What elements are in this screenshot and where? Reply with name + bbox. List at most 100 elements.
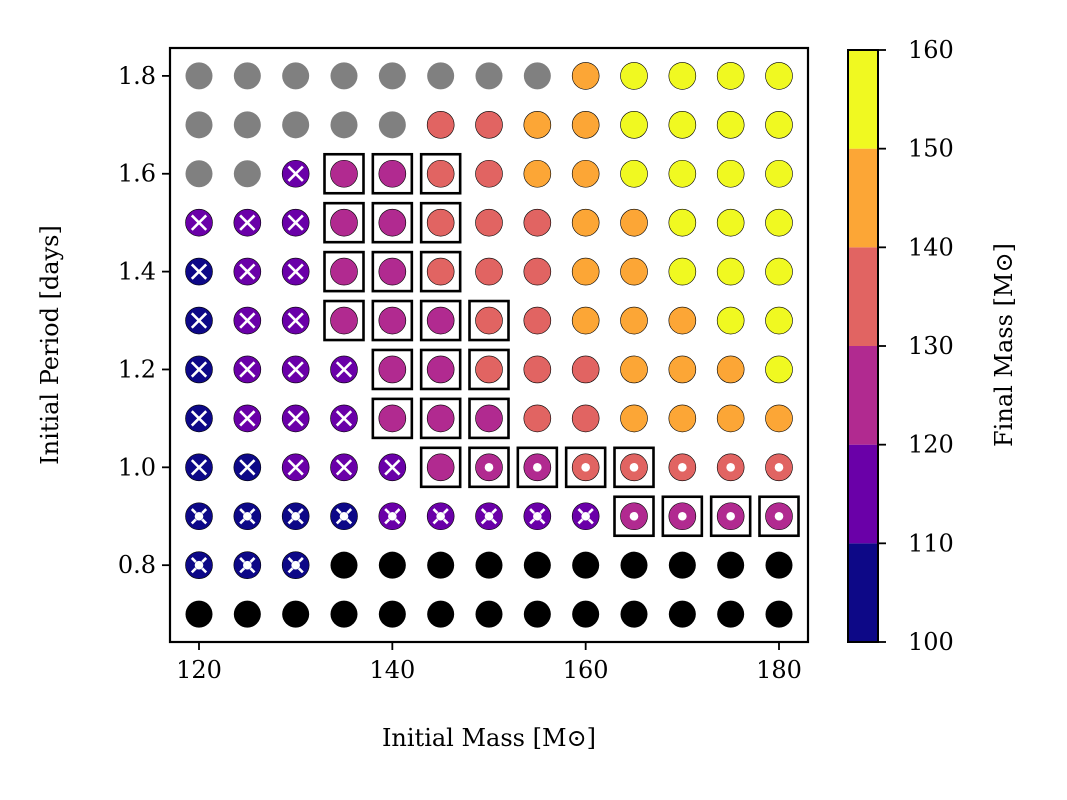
- data-point: [475, 62, 503, 90]
- marker-black: [668, 600, 696, 628]
- marker-circle: [668, 404, 697, 433]
- box-outline: [323, 152, 365, 195]
- data-point: [717, 600, 745, 628]
- axes-frame: [168, 46, 810, 644]
- marker-black: [668, 551, 696, 579]
- dot-mark: [726, 463, 735, 472]
- data-point: [371, 299, 414, 342]
- dot-mark: [484, 511, 494, 521]
- cross-mark: [239, 459, 256, 476]
- data-point: [468, 299, 510, 342]
- data-point: [716, 208, 745, 237]
- marker-black: [572, 600, 600, 628]
- data-point: [668, 111, 697, 139]
- data-point: [571, 111, 600, 139]
- colorbar-tick-label: 130: [908, 332, 954, 360]
- dot-mark: [291, 511, 300, 521]
- cross-mark: [190, 410, 208, 427]
- marker-gray: [523, 62, 551, 90]
- marker-circle: [765, 62, 793, 90]
- box-outline: [419, 299, 462, 342]
- data-point: [613, 446, 655, 489]
- colorbar-bin: [848, 50, 878, 149]
- data-point: [571, 404, 600, 433]
- data-point: [475, 257, 503, 286]
- marker-layer: [185, 62, 800, 628]
- data-point: [523, 551, 551, 579]
- data-point: [419, 152, 462, 195]
- marker-black: [185, 600, 213, 628]
- data-point: [185, 404, 213, 433]
- cross-mark: [287, 459, 304, 476]
- marker-black: [427, 600, 455, 628]
- colorbar-tick-label: 140: [908, 233, 954, 261]
- marker-circle: [668, 111, 697, 139]
- data-point: [716, 404, 745, 433]
- data-point: [620, 551, 648, 579]
- marker-circle: [716, 257, 745, 286]
- data-point: [765, 453, 793, 482]
- data-point: [523, 306, 552, 335]
- data-point: [716, 306, 745, 335]
- marker-black: [523, 551, 551, 579]
- marker-circle: [426, 453, 455, 482]
- data-point: [571, 159, 600, 188]
- marker-black: [233, 600, 261, 628]
- data-point: [426, 111, 455, 139]
- cross-mark: [239, 361, 256, 378]
- marker-circle: [378, 159, 407, 188]
- box-outline: [419, 152, 462, 195]
- marker-circle: [426, 404, 455, 433]
- x-axis-ticks: 120 140 160 180: [176, 642, 802, 684]
- data-point: [765, 306, 793, 335]
- marker-black: [765, 600, 793, 628]
- marker-circle: [378, 404, 407, 433]
- dot-mark: [194, 511, 204, 521]
- data-point: [661, 495, 704, 538]
- box-outline: [613, 495, 655, 538]
- box-outline: [371, 299, 414, 342]
- x-tick-label: 140: [369, 656, 415, 684]
- data-point: [233, 600, 261, 628]
- cross-mark: [384, 459, 401, 476]
- marker-gray: [282, 111, 310, 139]
- box-outline: [371, 397, 414, 440]
- dot-mark: [291, 560, 300, 570]
- marker-circle: [765, 159, 793, 188]
- y-tick-label: 0.8: [118, 551, 156, 579]
- marker-circle: [716, 62, 745, 90]
- marker-circle: [716, 208, 745, 237]
- data-point: [281, 502, 310, 531]
- marker-circle: [620, 159, 648, 188]
- box-outline: [371, 201, 414, 244]
- data-point: [765, 404, 793, 433]
- box-outline: [468, 348, 510, 391]
- box-outline: [371, 348, 414, 391]
- data-point: [620, 600, 648, 628]
- box-outline: [323, 299, 365, 342]
- data-point: [281, 257, 310, 286]
- marker-circle: [330, 306, 358, 335]
- data-point: [620, 159, 648, 188]
- data-point: [233, 306, 262, 335]
- box-outline: [419, 201, 462, 244]
- dot-mark: [774, 463, 784, 472]
- colorbar-bin: [848, 444, 878, 544]
- marker-circle: [716, 159, 745, 188]
- cross-mark: [239, 410, 256, 427]
- y-tick-label: 1.0: [118, 453, 156, 481]
- box-outline: [613, 446, 655, 489]
- data-point: [620, 355, 648, 384]
- data-point: [427, 551, 455, 579]
- marker-gray: [185, 62, 213, 90]
- marker-black: [717, 551, 745, 579]
- y-axis-label: Initial Period [days]: [36, 225, 64, 465]
- data-point: [523, 62, 551, 90]
- marker-gray: [185, 111, 213, 139]
- data-point: [572, 551, 600, 579]
- data-point: [185, 62, 213, 90]
- cross-mark: [335, 459, 353, 476]
- marker-circle: [668, 355, 697, 384]
- cross-mark: [190, 459, 208, 476]
- marker-circle: [571, 159, 600, 188]
